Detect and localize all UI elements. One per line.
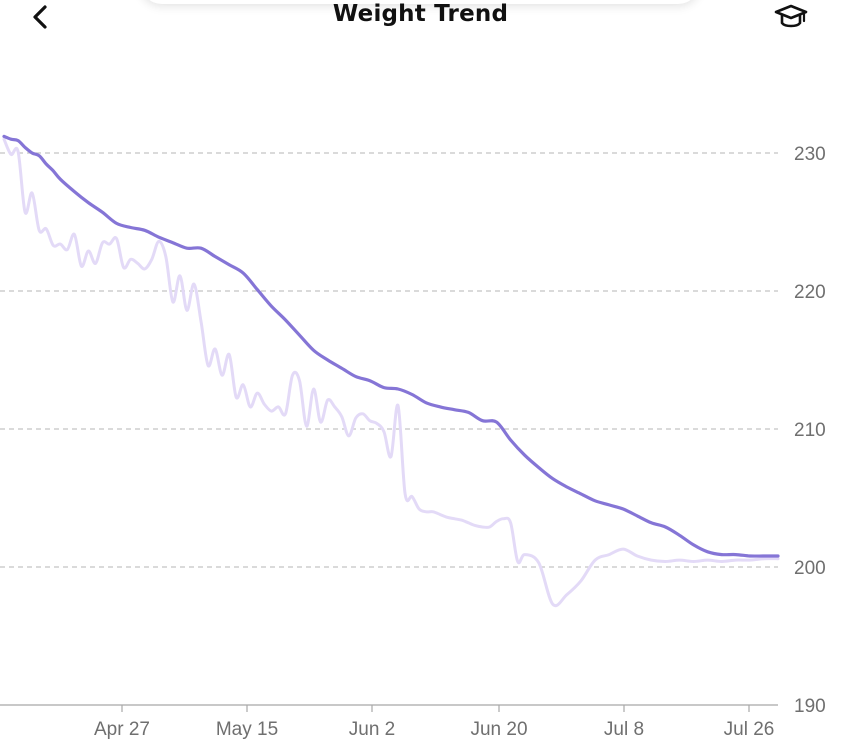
x-tick-label: Jun 20 — [470, 719, 527, 740]
series-line-trend — [2, 134, 780, 558]
y-tick-label: 190 — [794, 696, 826, 717]
y-tick-label: 220 — [794, 282, 826, 303]
series-line-weight — [2, 137, 780, 608]
x-tick-label: Apr 27 — [94, 719, 150, 740]
x-tick-label: Jul 26 — [724, 719, 775, 740]
top-handle-pill — [140, 0, 700, 4]
y-tick-label: 200 — [794, 558, 826, 579]
y-tick-label: 230 — [794, 144, 826, 165]
x-tick-label: Jul 8 — [604, 719, 644, 740]
y-tick-label: 210 — [794, 420, 826, 441]
chevron-left-icon — [33, 5, 47, 29]
x-tick-label: Jun 2 — [349, 719, 395, 740]
x-tick-label: May 15 — [216, 719, 278, 740]
graduation-cap-icon — [774, 4, 808, 28]
learn-button[interactable] — [770, 0, 812, 34]
back-button[interactable] — [22, 0, 58, 34]
page-title: Weight Trend — [332, 1, 509, 27]
